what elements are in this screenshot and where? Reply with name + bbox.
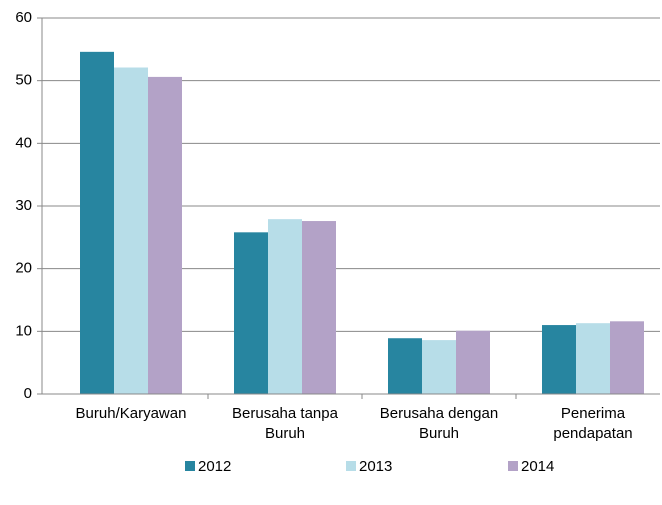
legend-label: 2012	[198, 458, 231, 475]
bar	[148, 76, 182, 394]
bar	[302, 221, 336, 394]
y-tick-label: 60	[15, 9, 32, 26]
bar	[542, 325, 576, 394]
y-tick-label: 50	[15, 72, 32, 89]
y-tick-label: 30	[15, 197, 32, 214]
y-tick-label: 0	[24, 385, 32, 402]
x-tick-label: Berusaha dengan Buruh	[379, 405, 499, 442]
bar	[114, 67, 148, 395]
bar	[80, 51, 114, 395]
bar	[456, 330, 490, 394]
y-tick-label: 10	[15, 322, 32, 339]
y-tick-label: 20	[15, 260, 32, 277]
bar	[268, 219, 302, 394]
legend-swatch	[346, 461, 356, 471]
bar	[576, 323, 610, 394]
bar	[422, 340, 456, 394]
legend-swatch	[508, 461, 518, 471]
bar	[610, 321, 644, 394]
legend-label: 2013	[359, 458, 392, 475]
x-tick-label: Berusaha tanpa Buruh	[232, 405, 338, 442]
legend-swatch	[185, 461, 195, 471]
y-tick-label: 40	[15, 134, 32, 151]
bar	[388, 338, 422, 394]
x-tick-label: Penerima pendapatan	[553, 405, 633, 442]
x-tick-label: Buruh/Karyawan	[75, 405, 187, 422]
legend-label: 2014	[521, 458, 554, 475]
bar	[234, 232, 268, 394]
